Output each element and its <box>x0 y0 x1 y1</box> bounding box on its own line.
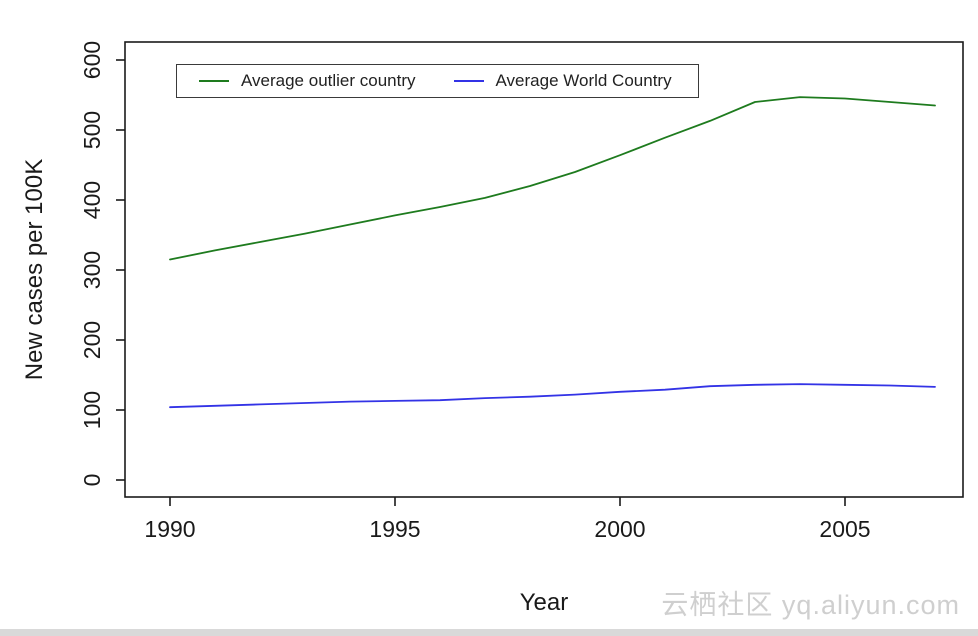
legend-line-swatch-blue <box>453 80 484 82</box>
y-axis-label: New cases per 100K <box>21 159 48 380</box>
legend-label-world: Average World Country <box>495 71 672 90</box>
x-tick-label: 2005 <box>819 516 870 542</box>
series-line-world <box>169 383 936 409</box>
watermark-text: 云栖社区 yq.aliyun.com <box>661 590 960 620</box>
x-tick-label: 1995 <box>369 516 420 542</box>
y-tick-label: 600 <box>79 41 105 79</box>
y-tick-label: 500 <box>79 111 105 149</box>
x-tick-label: 2000 <box>594 516 645 542</box>
bottom-strip <box>0 629 978 636</box>
y-tick-label: 300 <box>79 251 105 289</box>
legend-line-swatch-green <box>199 80 229 82</box>
legend-entry-outlier: Average outlier country <box>199 71 416 91</box>
y-tick-label: 400 <box>79 181 105 219</box>
y-tick-label: 100 <box>79 391 105 429</box>
legend-label-outlier: Average outlier country <box>241 71 416 90</box>
y-tick-label: 200 <box>79 321 105 359</box>
chart-legend: Average outlier country Average World Co… <box>176 64 699 98</box>
x-axis-label: Year <box>520 589 569 616</box>
legend-entry-world: Average World Country <box>453 71 672 91</box>
series-line-outlier <box>169 96 936 261</box>
x-tick-label: 1990 <box>144 516 195 542</box>
y-tick-label: 0 <box>79 474 105 487</box>
